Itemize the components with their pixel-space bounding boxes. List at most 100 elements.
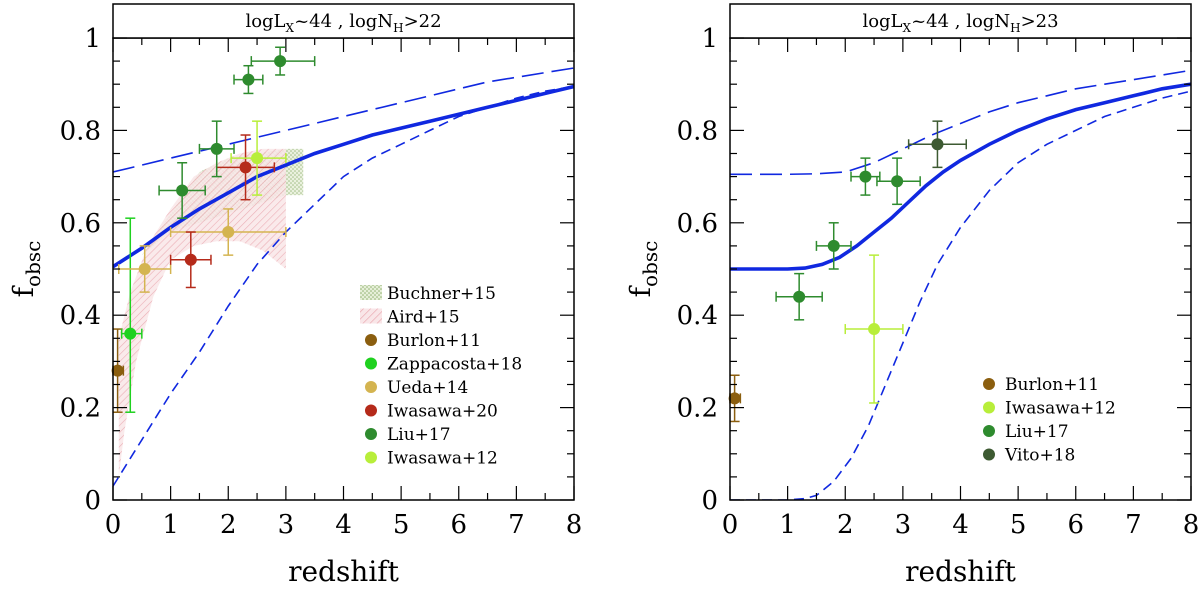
y-tick-label: 1 <box>701 24 718 54</box>
legend-label: Zappacosta+18 <box>387 355 522 375</box>
marker-Liu+17 <box>793 290 806 303</box>
data-point <box>215 134 276 201</box>
legend-label: Burlon+11 <box>387 331 481 351</box>
x-tick-label: 3 <box>278 510 295 540</box>
marker-Liu+17 <box>859 170 872 183</box>
chart-panel-1: logLX~44 , logNH>22 0 1 2 3 4 5 6 7 8 0 0.2 0.4 0.6 0.… <box>7 3 583 588</box>
panel-title: logLX~44 , logNH>23 <box>862 11 1058 35</box>
y-tick-label: 0.4 <box>677 301 718 331</box>
x-tick-label: 1 <box>779 510 796 540</box>
x-tick-label: 6 <box>450 510 467 540</box>
panel-title: logLX~44 , logNH>22 <box>245 11 441 35</box>
data-point <box>876 157 921 206</box>
legend-label: Aird+15 <box>386 308 460 328</box>
legend-marker <box>365 381 377 393</box>
x-tick-label: 0 <box>722 510 739 540</box>
y-tick-label: 0.8 <box>60 116 101 146</box>
marker-Vito+18 <box>931 138 944 151</box>
x-tick-label: 5 <box>1010 510 1027 540</box>
legend-swatch <box>360 308 382 324</box>
legend-label: Ueda+14 <box>387 378 468 398</box>
y-tick-label: 0.8 <box>677 116 718 146</box>
marker-Ueda+14 <box>138 263 151 275</box>
legend-label: Iwasawa+20 <box>387 402 498 422</box>
legend-marker <box>365 428 377 440</box>
legend-label: Iwasawa+12 <box>387 449 498 469</box>
marker-Liu+17 <box>210 142 223 155</box>
x-tick-label: 3 <box>895 510 912 540</box>
legend-label: Buchner+15 <box>387 284 496 304</box>
model-curve-long-dash <box>730 69 1191 176</box>
model-curve-short-dash <box>730 90 1191 500</box>
x-tick-label: 2 <box>220 510 237 540</box>
x-tick-label: 8 <box>566 510 583 540</box>
y-tick-label: 0 <box>701 486 718 516</box>
marker-Burlon+11 <box>728 392 741 405</box>
legend-label: Liu+17 <box>387 425 451 445</box>
x-axis-label: redshift <box>288 555 400 588</box>
data-point <box>118 245 172 293</box>
data-point <box>250 46 316 76</box>
marker-Iwasawa+20 <box>184 253 197 266</box>
data-point <box>230 120 287 196</box>
marker-Liu+17 <box>176 184 189 197</box>
data-point <box>233 64 264 95</box>
legend-marker <box>983 448 995 461</box>
marker-Liu+17 <box>827 239 840 252</box>
x-tick-label: 2 <box>837 510 854 540</box>
model-curve-short-dash <box>113 85 574 487</box>
x-tick-label: 4 <box>952 510 969 540</box>
legend-marker <box>365 404 377 417</box>
marker-Ueda+14 <box>222 226 235 239</box>
legend-marker <box>983 401 995 414</box>
title-box <box>112 3 575 39</box>
title-box <box>729 3 1192 39</box>
x-tick-label: 1 <box>162 510 179 540</box>
x-axis-label: redshift <box>905 555 1017 588</box>
legend-marker <box>365 334 377 346</box>
data-point <box>907 120 968 169</box>
x-tick-label: 8 <box>1183 510 1200 540</box>
y-tick-label: 0.4 <box>60 301 101 331</box>
data-point <box>775 272 823 321</box>
legend: Burlon+11 Iwasawa+12 Liu+17 Vito+18 <box>983 375 1116 466</box>
legend-label: Liu+17 <box>1005 422 1069 442</box>
marker-Liu+17 <box>891 175 904 188</box>
model-curve-long-dash <box>113 67 574 173</box>
marker-Liu+17 <box>274 55 287 68</box>
legend-label: Vito+18 <box>1004 446 1075 466</box>
y-tick-label: 0.2 <box>677 394 718 424</box>
x-tick-label: 5 <box>393 510 410 540</box>
data-point <box>120 217 143 413</box>
legend-marker <box>983 378 995 390</box>
data-point <box>169 231 212 289</box>
x-tick-label: 7 <box>508 510 525 540</box>
model-curve-solid <box>113 84 574 269</box>
data-point <box>728 374 742 423</box>
x-tick-label: 4 <box>335 510 352 540</box>
marker-Liu+17 <box>242 73 255 86</box>
y-tick-label: 1 <box>84 24 101 54</box>
plot-frame <box>112 37 575 501</box>
marker-Burlon+11 <box>111 364 124 377</box>
legend-label: Iwasawa+12 <box>1005 399 1116 419</box>
y-tick-label: 0 <box>84 486 101 516</box>
y-tick-label: 0.2 <box>60 394 101 424</box>
data-point <box>850 157 881 196</box>
legend-swatch <box>360 285 382 300</box>
legend-marker <box>365 451 377 464</box>
legend-marker <box>983 425 995 437</box>
marker-Iwasawa+12 <box>251 152 264 165</box>
x-tick-label: 6 <box>1067 510 1084 540</box>
legend-marker <box>365 357 377 370</box>
x-tick-label: 0 <box>105 510 122 540</box>
y-axis-label: fobsc <box>624 241 662 298</box>
data-point <box>815 222 852 270</box>
model-curve-solid <box>730 82 1191 271</box>
marker-Iwasawa+12 <box>868 323 881 336</box>
data-point <box>198 120 235 178</box>
data-point <box>844 254 904 404</box>
legend: Buchner+15 Aird+15 Burlon+11 Zappacosta+18 U… <box>360 284 522 469</box>
marker-Zappacosta+18 <box>124 327 137 340</box>
data-point <box>158 161 206 219</box>
